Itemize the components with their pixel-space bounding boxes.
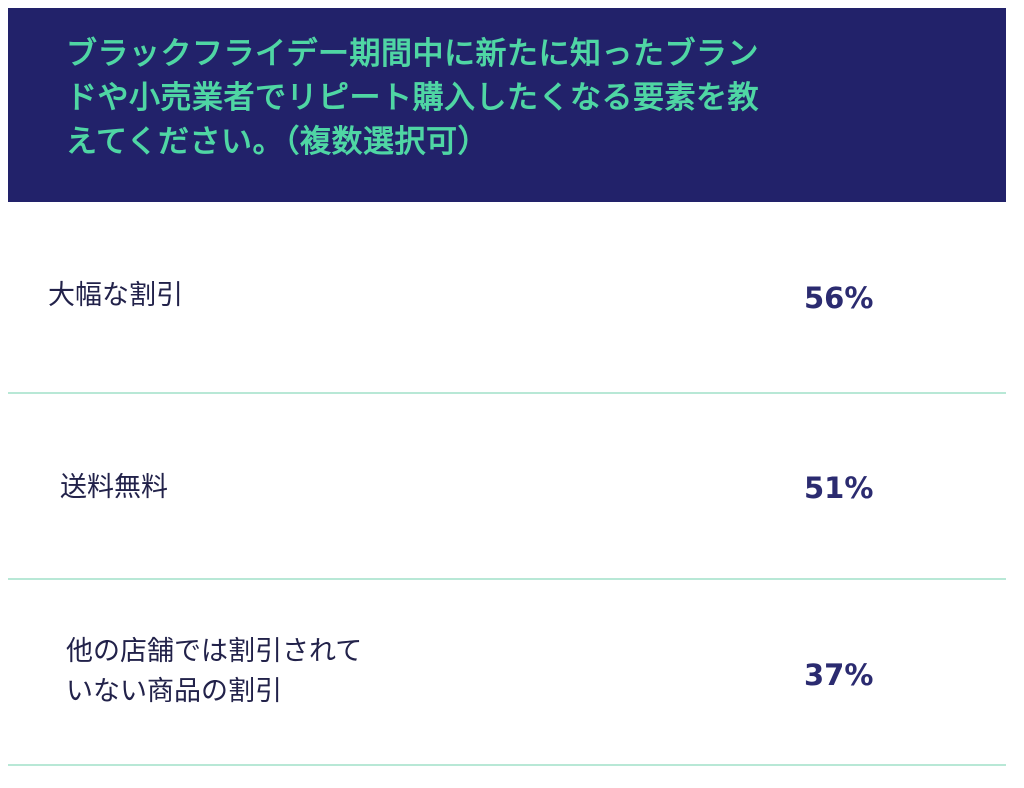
question-title: ブラックフライデー期間中に新たに知ったブラン ドや小売業者でリピート購入したくな…: [66, 32, 966, 164]
row-value: 51%: [804, 471, 874, 505]
row-value: 56%: [804, 281, 874, 315]
row-label: 他の店舗では割引されて いない商品の割引: [66, 632, 362, 712]
row-divider: [8, 578, 1006, 580]
question-title-line-2: ドや小売業者でリピート購入したくなる要素を教: [66, 80, 759, 116]
row-value: 37%: [804, 658, 874, 692]
question-header: ブラックフライデー期間中に新たに知ったブラン ドや小売業者でリピート購入したくな…: [8, 8, 1006, 202]
row-label: 大幅な割引: [48, 280, 183, 311]
row-label-line-2: いない商品の割引: [66, 676, 282, 707]
row-divider: [8, 764, 1006, 766]
row-label: 送料無料: [60, 472, 168, 503]
question-title-line-3: えてください。（複数選択可）: [66, 124, 490, 160]
row-divider: [8, 392, 1006, 394]
row-label-line-1: 他の店舗では割引されて: [66, 636, 363, 667]
question-title-line-1: ブラックフライデー期間中に新たに知ったブラン: [66, 36, 759, 72]
